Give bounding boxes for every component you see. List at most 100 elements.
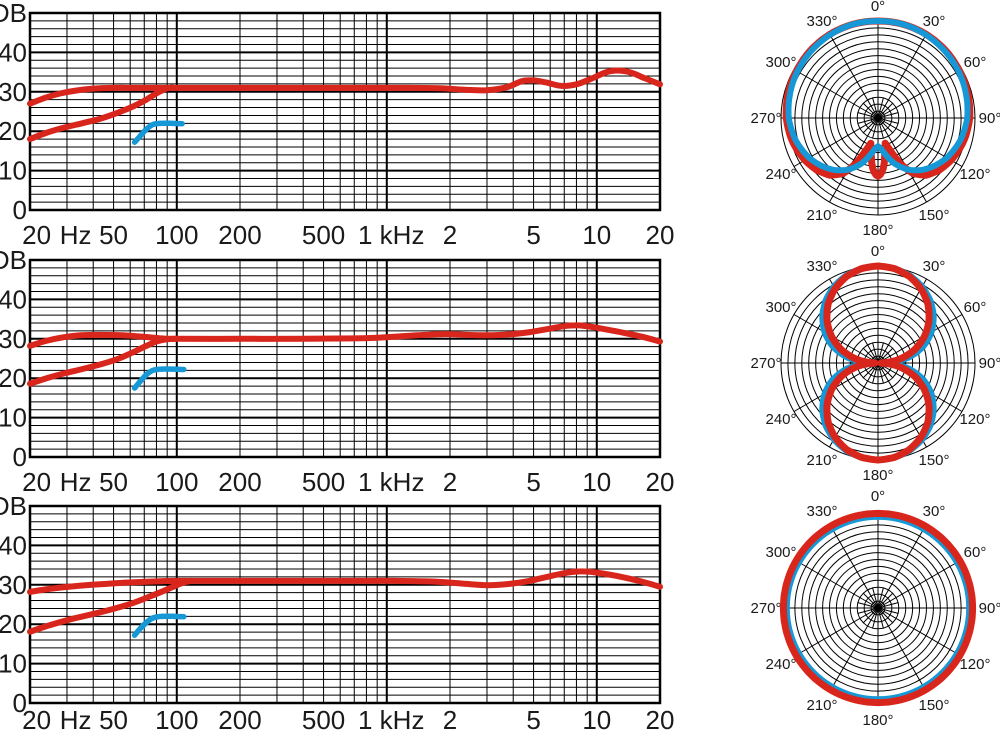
degree-label: 330°	[806, 13, 837, 30]
db-tick-label: 20	[0, 116, 27, 146]
degree-label: 210°	[806, 207, 837, 224]
freq-tick-label: 100	[155, 705, 198, 731]
degree-label: 0°	[871, 488, 885, 505]
db-tick-label: 30	[0, 570, 27, 600]
freq-tick-label: 20	[646, 705, 675, 731]
degree-label: 30°	[923, 503, 946, 520]
red-main-curve	[27, 67, 663, 107]
plot-border	[28, 258, 662, 459]
freq-tick-label: 20	[646, 220, 675, 250]
db-tick-label: 20	[0, 363, 27, 393]
degree-label: 270°	[750, 110, 781, 127]
freq-tick-label: 500	[302, 705, 345, 731]
freq-tick-label: 1 kHz	[358, 705, 424, 731]
db-tick-label: DB	[0, 0, 27, 28]
db-tick-label: 30	[0, 77, 27, 107]
blue-low-cut-curve	[131, 120, 185, 145]
degree-label: 60°	[964, 544, 987, 561]
db-tick-label: 10	[0, 156, 27, 186]
freq-tick-label: 10	[582, 220, 611, 250]
freq-tick-label: 100	[155, 467, 198, 497]
degree-label: 330°	[806, 503, 837, 520]
freq-tick-label: 10	[582, 705, 611, 731]
polar-red-curve	[779, 509, 977, 707]
freq-tick-label: 20	[22, 705, 51, 731]
degree-label: 150°	[918, 452, 949, 469]
degree-label: 0°	[871, 243, 885, 260]
polar-red-curve	[823, 262, 933, 464]
degree-label: 150°	[918, 207, 949, 224]
freq-tick-label: 20	[22, 220, 51, 250]
freq-tick-label: 1 kHz	[358, 220, 424, 250]
freq-tick-label: 50	[99, 467, 128, 497]
polar-blue-curve	[785, 18, 971, 174]
red-low-branch-curve	[27, 84, 176, 143]
polar-pattern-chart-3: 0° 30° 60° 90° 120° 150° 180° 210° 240° 270° 300° 3…	[750, 488, 1000, 729]
freq-tick-label: 200	[218, 220, 261, 250]
degree-label: 240°	[765, 411, 796, 428]
db-tick-label: 40	[0, 37, 27, 67]
blue-low-cut-curve	[131, 613, 187, 638]
degree-label: 300°	[765, 54, 796, 71]
freq-tick-label: 2	[443, 220, 457, 250]
plot-border	[28, 504, 662, 705]
freq-tick-label: 50	[99, 220, 128, 250]
db-tick-label: 20	[0, 609, 27, 639]
freq-tick-label: 10	[582, 467, 611, 497]
freq-tick-label: Hz	[60, 467, 92, 497]
red-main-curve	[27, 568, 663, 595]
degree-label: 30°	[923, 258, 946, 275]
freq-tick-label: 50	[99, 705, 128, 731]
degree-label: 150°	[918, 697, 949, 714]
degree-label: 30°	[923, 13, 946, 30]
degree-label: 90°	[979, 600, 1000, 617]
db-tick-label: 10	[0, 649, 27, 679]
freq-tick-label: Hz	[60, 705, 92, 731]
degree-label: 270°	[750, 600, 781, 617]
red-low-branch-curve	[27, 335, 180, 387]
freq-tick-label: 2	[443, 467, 457, 497]
freq-tick-label: Hz	[60, 220, 92, 250]
freq-tick-label: 1 kHz	[358, 467, 424, 497]
db-tick-label: 40	[0, 284, 27, 314]
red-low-branch-curve	[27, 577, 195, 635]
freq-tick-label: 20	[646, 467, 675, 497]
db-tick-label: 40	[0, 530, 27, 560]
plot-border	[28, 11, 662, 212]
degree-label: 90°	[979, 110, 1000, 127]
grid	[30, 506, 660, 703]
db-tick-label: 30	[0, 324, 27, 354]
db-tick-label: 0	[13, 442, 27, 472]
db-tick-label: 10	[0, 403, 27, 433]
degree-label: 240°	[765, 656, 796, 673]
grid	[30, 13, 660, 210]
freq-tick-label: 2	[443, 705, 457, 731]
db-tick-label: DB	[0, 491, 27, 521]
degree-label: 180°	[862, 222, 893, 239]
degree-label: 210°	[806, 452, 837, 469]
freq-tick-label: 200	[218, 705, 261, 731]
freq-tick-label: 500	[302, 220, 345, 250]
degree-label: 0°	[871, 0, 885, 15]
degree-label: 300°	[765, 544, 796, 561]
freq-tick-label: 500	[302, 467, 345, 497]
db-tick-label: DB	[0, 245, 27, 275]
freq-tick-label: 5	[526, 220, 540, 250]
freq-tick-label: 20	[22, 467, 51, 497]
degree-label: 180°	[862, 467, 893, 484]
polar-pattern-chart-2: 0° 30° 60° 90° 120° 150° 180° 210° 240° 270° 300° 3…	[750, 243, 1000, 484]
freq-tick-label: 5	[526, 467, 540, 497]
freq-tick-label: 5	[526, 705, 540, 731]
degree-label: 60°	[964, 54, 987, 71]
db-tick-label: 0	[13, 195, 27, 225]
degree-label: 300°	[765, 299, 796, 316]
polar-pattern-chart-1: 0° 30° 60° 90° 120° 150° 180° 210° 240° 270° 300° 3…	[750, 0, 1000, 239]
degree-label: 60°	[964, 299, 987, 316]
db-tick-label: 0	[13, 688, 27, 718]
degree-label: 120°	[959, 166, 990, 183]
